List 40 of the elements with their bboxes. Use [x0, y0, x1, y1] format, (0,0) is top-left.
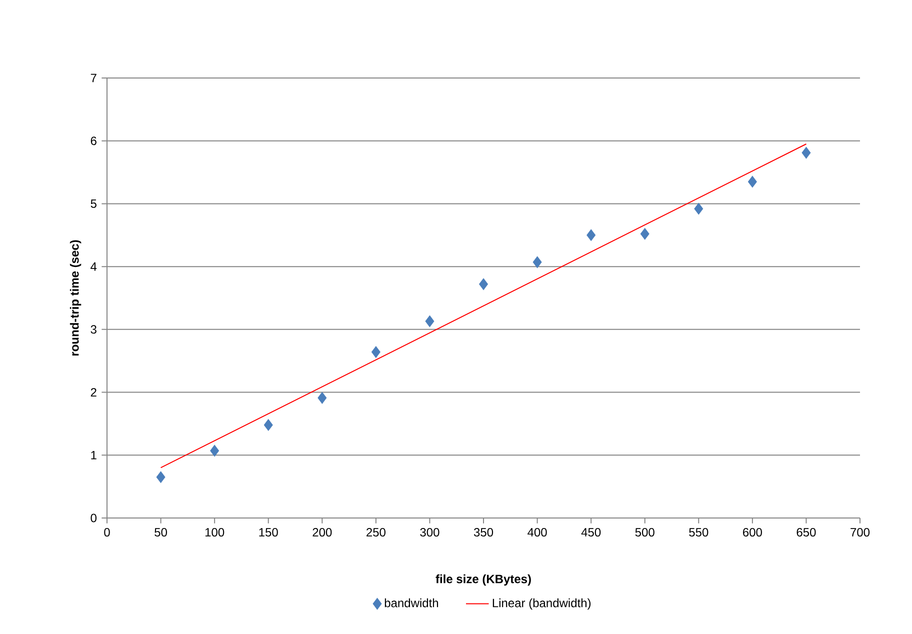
y-axis-title: round-trip time (sec) [70, 240, 82, 356]
legend-label: Linear (bandwidth) [492, 598, 591, 610]
point [210, 444, 220, 457]
x-tick-label: 500 [635, 528, 654, 537]
x-tick-label: 150 [259, 528, 278, 537]
x-tick-label: 550 [689, 528, 708, 537]
y-tick-label: 7 [90, 74, 96, 82]
x-tick-label: 400 [528, 528, 547, 537]
point [371, 346, 380, 358]
x-tick-label: 300 [420, 528, 440, 537]
point [156, 471, 166, 483]
point [425, 315, 434, 328]
y-tick-label: 1 [91, 450, 96, 460]
y-tick-label: 4 [90, 262, 97, 271]
y-tick-label: 5 [90, 200, 96, 208]
x-tick-label: 200 [312, 528, 332, 537]
point [694, 202, 704, 215]
point [264, 419, 273, 431]
x-tick-label: 250 [366, 528, 386, 537]
y-tick-label: 2 [90, 388, 96, 396]
point [479, 278, 488, 290]
point [318, 392, 327, 404]
x-tick-label: 700 [850, 528, 870, 537]
x-tick-label: 50 [154, 528, 168, 537]
x-tick-label: 600 [743, 528, 762, 537]
point [532, 256, 542, 268]
y-tick-label: 0 [90, 514, 97, 522]
x-axis-title: file size (KBytes) [436, 574, 531, 586]
x-tick-label: 0 [104, 528, 110, 537]
point [640, 228, 650, 240]
x-tick-label: 350 [474, 528, 494, 537]
y-tick-label: 3 [90, 325, 96, 334]
point [748, 176, 757, 188]
point [586, 229, 596, 242]
legend-label: bandwidth [384, 598, 438, 608]
x-tick-label: 100 [205, 528, 224, 537]
y-tick-label: 6 [90, 136, 96, 146]
point [802, 146, 811, 159]
x-tick-label: 450 [581, 528, 601, 537]
x-tick-label: 650 [796, 528, 816, 537]
